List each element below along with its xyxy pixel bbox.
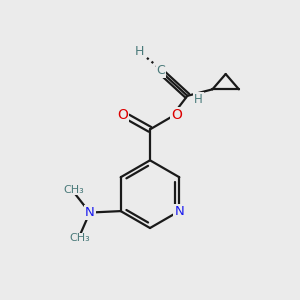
Text: C: C [157, 64, 165, 77]
Text: O: O [171, 108, 182, 122]
Text: CH₃: CH₃ [69, 233, 90, 244]
Text: N: N [174, 205, 184, 218]
Text: N: N [85, 206, 94, 219]
Text: H: H [135, 45, 144, 58]
Text: H: H [194, 93, 203, 106]
Text: CH₃: CH₃ [63, 184, 84, 195]
Text: O: O [117, 108, 128, 122]
